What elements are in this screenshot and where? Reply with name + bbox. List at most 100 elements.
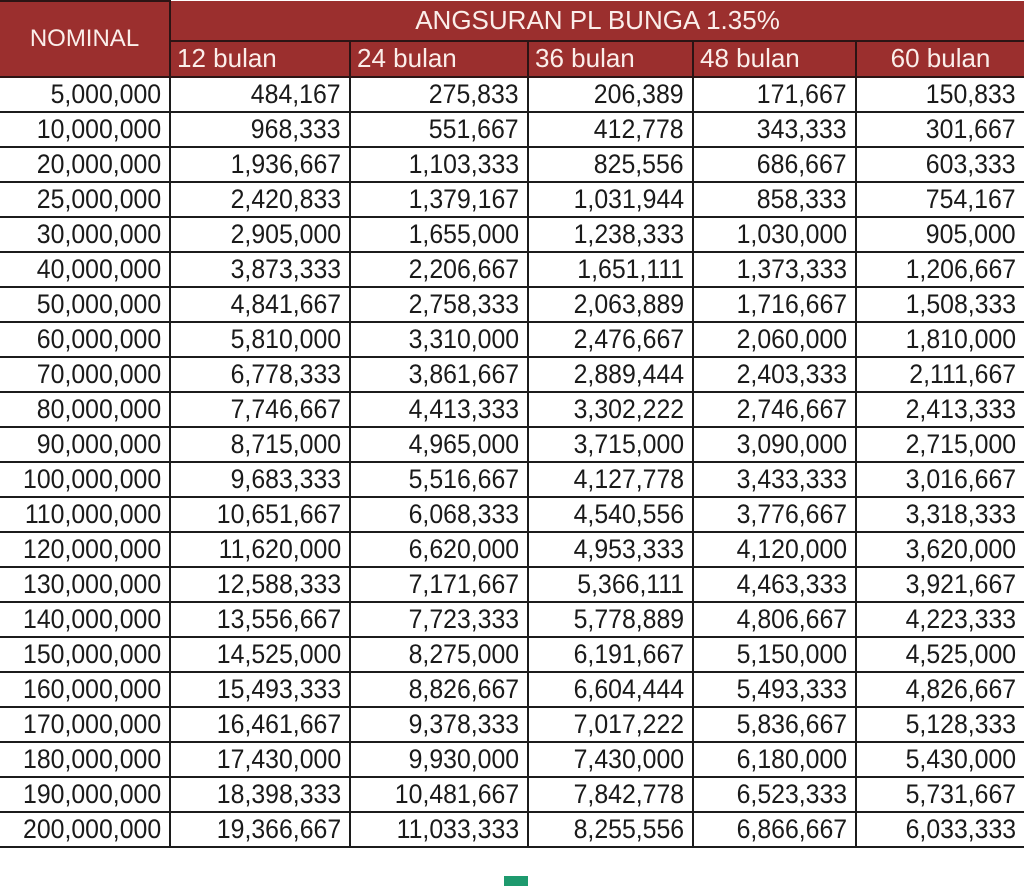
term-12-cell: 17,430,000 bbox=[169, 741, 351, 778]
table-row: 20,000,000 1,936,667 1,103,333 825,556 686,6… bbox=[0, 146, 1024, 183]
cell-value: 120,000,000 bbox=[22, 534, 161, 564]
cell-value: 3,302,222 bbox=[573, 394, 684, 424]
installment-table: NOMINAL ANGSURAN PL BUNGA 1.35% 12 bulan… bbox=[0, 0, 1024, 848]
cell-value: 9,683,333 bbox=[230, 464, 341, 494]
table-row: 70,000,000 6,778,333 3,861,667 2,889,444 2,4… bbox=[0, 356, 1024, 393]
cell-value: 968,333 bbox=[251, 114, 341, 144]
cell-value: 1,655,000 bbox=[408, 219, 519, 249]
cell-value: 1,936,667 bbox=[230, 149, 341, 179]
term-48-cell: 3,776,667 bbox=[692, 496, 857, 533]
term-36-cell: 7,430,000 bbox=[527, 741, 694, 778]
term-48-cell: 4,463,333 bbox=[692, 566, 857, 603]
cell-value: 7,842,778 bbox=[573, 779, 684, 809]
term-12-cell: 6,778,333 bbox=[169, 356, 351, 393]
term-36-cell: 5,366,111 bbox=[527, 566, 694, 603]
term-48-cell: 2,403,333 bbox=[692, 356, 857, 393]
cell-value: 6,033,333 bbox=[905, 814, 1017, 844]
term-60-cell: 4,223,333 bbox=[854, 601, 1024, 638]
cell-value: 17,430,000 bbox=[216, 744, 341, 774]
cell-value: 905,000 bbox=[926, 219, 1017, 249]
table-row: 100,000,000 9,683,333 5,516,667 4,127,778 3,… bbox=[0, 461, 1024, 498]
term-60-cell: 754,167 bbox=[854, 181, 1024, 218]
cell-value: 15,493,333 bbox=[216, 674, 341, 704]
table-row: 60,000,000 5,810,000 3,310,000 2,476,667 2,0… bbox=[0, 321, 1024, 358]
term-60-cell: 1,810,000 bbox=[854, 321, 1024, 358]
term-60-cell: 3,318,333 bbox=[854, 496, 1024, 533]
term-48-cell: 6,523,333 bbox=[692, 776, 857, 813]
term-12-cell: 4,841,667 bbox=[169, 286, 351, 323]
term-48-cell: 2,060,000 bbox=[692, 321, 857, 358]
cell-value: 4,223,333 bbox=[905, 604, 1017, 634]
cell-value: 4,525,000 bbox=[905, 639, 1017, 669]
term-60-cell: 3,921,667 bbox=[854, 566, 1024, 603]
table-row: 90,000,000 8,715,000 4,965,000 3,715,000 3,0… bbox=[0, 426, 1024, 463]
table-row: 170,000,000 16,461,667 9,378,333 7,017,222 5… bbox=[0, 706, 1024, 743]
term-24-cell: 7,723,333 bbox=[349, 601, 529, 638]
term-60-cell: 2,413,333 bbox=[854, 391, 1024, 428]
cell-value: 160,000,000 bbox=[22, 674, 161, 704]
cell-value: 1,030,000 bbox=[736, 219, 847, 249]
cell-value: 1,379,167 bbox=[408, 184, 519, 214]
term-48-cell: 343,333 bbox=[692, 111, 857, 148]
term-12-cell: 484,167 bbox=[169, 76, 351, 113]
term-36-cell: 2,476,667 bbox=[527, 321, 694, 358]
cell-value: 11,033,333 bbox=[396, 814, 519, 844]
cell-value: 130,000,000 bbox=[22, 569, 161, 599]
cell-value: 1,373,333 bbox=[736, 254, 847, 284]
cell-value: 5,778,889 bbox=[573, 604, 684, 634]
cell-value: 4,841,667 bbox=[230, 289, 341, 319]
term-header-60: 60 bulan bbox=[854, 39, 1024, 79]
nominal-cell: 160,000,000 bbox=[0, 671, 171, 708]
cell-value: 25,000,000 bbox=[36, 184, 161, 214]
term-48-cell: 1,373,333 bbox=[692, 251, 857, 288]
cell-value: 3,016,667 bbox=[905, 464, 1017, 494]
term-24-cell: 11,033,333 bbox=[349, 811, 529, 848]
term-12-cell: 7,746,667 bbox=[169, 391, 351, 428]
term-48-cell: 5,150,000 bbox=[692, 636, 857, 673]
cell-value: 858,333 bbox=[757, 184, 847, 214]
nominal-cell: 50,000,000 bbox=[0, 286, 171, 323]
cell-value: 4,120,000 bbox=[736, 534, 847, 564]
term-60-cell: 603,333 bbox=[854, 146, 1024, 183]
cell-value: 551,667 bbox=[429, 114, 519, 144]
term-60-cell: 301,667 bbox=[854, 111, 1024, 148]
term-36-cell: 1,238,333 bbox=[527, 216, 694, 253]
cell-value: 8,715,000 bbox=[230, 429, 341, 459]
term-36-cell: 3,715,000 bbox=[527, 426, 694, 463]
cell-value: 4,806,667 bbox=[736, 604, 847, 634]
cell-value: 1,651,111 bbox=[577, 254, 684, 284]
nominal-cell: 5,000,000 bbox=[0, 76, 171, 113]
term-36-cell: 2,063,889 bbox=[527, 286, 694, 323]
cell-value: 5,810,000 bbox=[230, 324, 341, 354]
term-12-cell: 8,715,000 bbox=[169, 426, 351, 463]
table-row: 30,000,000 2,905,000 1,655,000 1,238,333 1,0… bbox=[0, 216, 1024, 253]
term-24-cell: 3,861,667 bbox=[349, 356, 529, 393]
term-60-cell: 2,111,667 bbox=[854, 356, 1024, 393]
cell-value: 301,667 bbox=[926, 114, 1017, 144]
nominal-cell: 110,000,000 bbox=[0, 496, 171, 533]
cell-value: 343,333 bbox=[757, 114, 847, 144]
cell-value: 16,461,667 bbox=[216, 709, 341, 739]
cell-value: 2,111,667 bbox=[909, 359, 1017, 389]
term-60-cell: 6,033,333 bbox=[854, 811, 1024, 848]
cell-value: 2,889,444 bbox=[573, 359, 684, 389]
cell-value: 1,508,333 bbox=[905, 289, 1017, 319]
table-row: 50,000,000 4,841,667 2,758,333 2,063,889 1,7… bbox=[0, 286, 1024, 323]
term-36-cell: 6,191,667 bbox=[527, 636, 694, 673]
term-36-cell: 1,651,111 bbox=[527, 251, 694, 288]
term-header-24: 24 bulan bbox=[349, 39, 529, 79]
cell-value: 484,167 bbox=[251, 79, 341, 109]
nominal-cell: 60,000,000 bbox=[0, 321, 171, 358]
term-24-cell: 275,833 bbox=[349, 76, 529, 113]
cell-value: 2,403,333 bbox=[736, 359, 847, 389]
cell-value: 4,413,333 bbox=[408, 394, 519, 424]
cell-value: 5,150,000 bbox=[736, 639, 847, 669]
cell-value: 4,826,667 bbox=[905, 674, 1017, 704]
cell-value: 70,000,000 bbox=[36, 359, 161, 389]
table-body: 5,000,000 484,167 275,833 206,389 171,667 150… bbox=[0, 76, 1024, 848]
nominal-cell: 30,000,000 bbox=[0, 216, 171, 253]
nominal-cell: 10,000,000 bbox=[0, 111, 171, 148]
term-24-cell: 8,275,000 bbox=[349, 636, 529, 673]
table-row: 10,000,000 968,333 551,667 412,778 343,333 30… bbox=[0, 111, 1024, 148]
table-row: 150,000,000 14,525,000 8,275,000 6,191,667 5… bbox=[0, 636, 1024, 673]
